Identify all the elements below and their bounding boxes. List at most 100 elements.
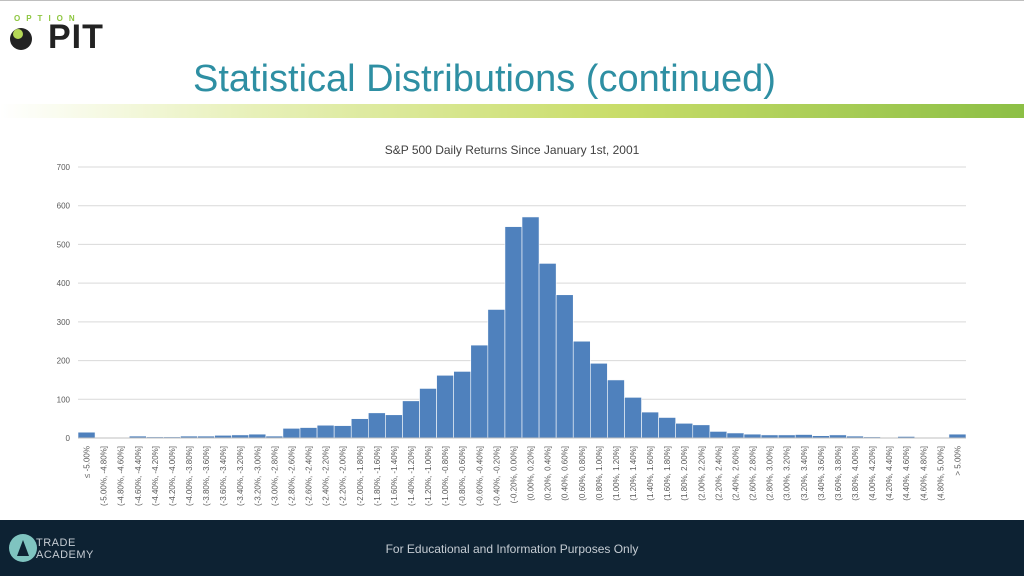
bar xyxy=(333,425,352,439)
bar xyxy=(948,433,967,439)
top-border-line xyxy=(0,0,1024,1)
x-tick-label: ≤ -5.00% xyxy=(83,446,92,478)
y-tick-label: 0 xyxy=(66,434,71,443)
footer-disclaimer: For Educational and Information Purposes… xyxy=(385,542,639,556)
bar xyxy=(538,263,557,439)
bar xyxy=(299,427,318,439)
bar xyxy=(555,294,574,439)
x-tick-label: (2.80%, 3.00%] xyxy=(766,446,775,501)
x-tick-label: (-4.60%, -4.40%] xyxy=(134,446,143,506)
y-tick-label: 300 xyxy=(57,318,71,327)
bar xyxy=(709,431,728,439)
trade-academy-text: TRADE ACADEMY xyxy=(36,537,94,561)
x-tick-label: (0.80%, 1.00%] xyxy=(595,446,604,501)
x-tick-label: (-3.20%, -3.00%] xyxy=(253,446,262,506)
bar xyxy=(590,362,608,439)
bar xyxy=(248,433,267,439)
bar xyxy=(385,414,403,439)
x-tick-label: (-0.60%, -0.40%] xyxy=(475,446,484,506)
optionpit-logo: OPTION PIT xyxy=(10,14,140,58)
trade-academy-logo-icon xyxy=(9,534,37,562)
x-tick-label: (-3.60%, -3.40%] xyxy=(219,446,228,506)
x-tick-label: (-0.40%, -0.20%] xyxy=(492,446,501,506)
x-tick-label: (-2.80%, -2.60%] xyxy=(287,446,296,506)
bar xyxy=(504,226,523,439)
bar xyxy=(77,431,96,439)
x-tick-label: (2.40%, 2.60%] xyxy=(731,446,740,501)
x-tick-label: (2.20%, 2.40%] xyxy=(714,446,723,501)
bar xyxy=(350,418,369,439)
x-tick-label: (-4.20%, -4.00%] xyxy=(168,446,177,506)
bar xyxy=(470,344,489,439)
bar xyxy=(607,379,625,439)
x-tick-label: (-2.20%, -2.00%] xyxy=(339,446,348,506)
x-tick-label: (3.60%, 3.80%] xyxy=(834,446,843,501)
bar xyxy=(624,397,642,439)
x-tick-label: (-1.80%, -1.60%] xyxy=(373,446,382,506)
bar xyxy=(658,417,676,439)
x-tick-label: (1.40%, 1.60%] xyxy=(646,446,655,501)
bar xyxy=(521,216,540,439)
x-tick-label: (3.40%, 3.60%] xyxy=(817,446,826,501)
x-tick-label: > 5.00% xyxy=(953,446,962,476)
bar xyxy=(794,434,813,439)
x-tick-label: (-2.40%, -2.20%] xyxy=(322,446,331,506)
x-tick-label: (-3.00%, -2.80%] xyxy=(270,446,279,506)
x-tick-label: (4.60%, 4.80%] xyxy=(919,446,928,501)
logo-main-text: PIT xyxy=(48,18,104,56)
x-tick-label: (3.80%, 4.00%] xyxy=(851,446,860,501)
y-tick-label: 200 xyxy=(57,357,71,366)
bar xyxy=(487,309,506,439)
x-tick-label: (4.40%, 4.60%] xyxy=(902,446,911,501)
y-tick-label: 600 xyxy=(57,202,71,211)
x-axis-ticks: ≤ -5.00% (-5.00%, -4.80%] (-4.80%, -4.60%]… xyxy=(83,446,963,506)
bar xyxy=(675,422,694,439)
bar xyxy=(419,388,437,439)
x-tick-label: (3.00%, 3.20%] xyxy=(783,446,792,501)
footer-bar: TRADE ACADEMY For Educational and Inform… xyxy=(0,520,1024,576)
x-tick-label: (-1.00%, -0.80%] xyxy=(441,446,450,506)
x-tick-label: (-2.60%, -2.40%] xyxy=(305,446,314,506)
x-tick-label: (4.20%, 4.40%] xyxy=(885,446,894,501)
x-tick-label: (-4.00%, -3.80%] xyxy=(185,446,194,506)
title-gradient-bar xyxy=(0,104,1024,118)
x-tick-label: (1.20%, 1.40%] xyxy=(629,446,638,501)
chart-title: S&P 500 Daily Returns Since January 1st,… xyxy=(385,143,640,157)
bar xyxy=(402,400,420,439)
histogram-chart: S&P 500 Daily Returns Since January 1st,… xyxy=(57,143,967,506)
x-tick-label: (-1.60%, -1.40%] xyxy=(390,446,399,506)
y-tick-label: 400 xyxy=(57,279,71,288)
bar xyxy=(692,424,711,439)
x-tick-label: (-3.40%, -3.20%] xyxy=(236,446,245,506)
academy-line1: TRADE xyxy=(36,537,76,549)
bars xyxy=(77,216,967,439)
x-tick-label: (-0.20%, 0.00%] xyxy=(509,446,518,503)
logo-ball-highlight xyxy=(13,29,23,39)
x-tick-label: (0.40%, 0.60%] xyxy=(561,446,570,501)
x-tick-label: (0.00%, 0.20%] xyxy=(527,446,536,501)
x-tick-label: (-1.40%, -1.20%] xyxy=(407,446,416,506)
bar xyxy=(453,371,472,439)
x-tick-label: (2.00%, 2.20%] xyxy=(697,446,706,501)
bar xyxy=(316,424,335,439)
academy-line2: ACADEMY xyxy=(36,549,94,561)
bar xyxy=(368,412,386,439)
x-tick-label: (2.60%, 2.80%] xyxy=(749,446,758,501)
x-tick-label: (4.00%, 4.20%] xyxy=(868,446,877,501)
y-tick-label: 500 xyxy=(57,240,71,249)
x-tick-label: (4.80%, 5.00%] xyxy=(936,446,945,501)
y-axis-ticks: 0 100 200 300 400 500 600 700 xyxy=(57,163,71,443)
x-tick-label: (3.20%, 3.40%] xyxy=(800,446,809,501)
logo-top-text: OPTION xyxy=(14,14,81,23)
x-tick-label: (0.20%, 0.40%] xyxy=(544,446,553,501)
y-tick-label: 100 xyxy=(57,395,71,404)
x-tick-label: (-4.80%, -4.60%] xyxy=(117,446,126,506)
bar xyxy=(743,433,762,439)
x-tick-label: (-0.80%, -0.60%] xyxy=(458,446,467,506)
x-tick-label: (-3.80%, -3.60%] xyxy=(202,446,211,506)
x-tick-label: (-1.20%, -1.00%] xyxy=(424,446,433,506)
bar xyxy=(282,428,301,439)
y-tick-label: 700 xyxy=(57,163,71,172)
x-tick-label: (-4.40%, -4.20%] xyxy=(151,446,160,506)
x-tick-label: (-2.00%, -1.80%] xyxy=(356,446,365,506)
